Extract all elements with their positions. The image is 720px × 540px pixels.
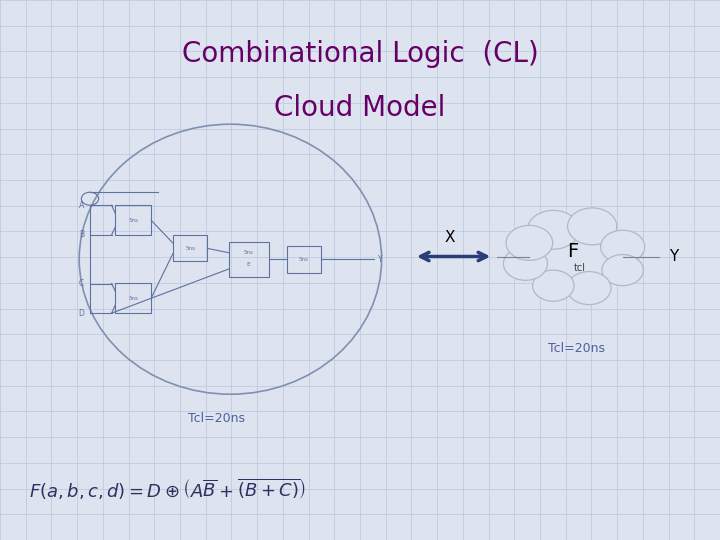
Text: C: C — [79, 279, 84, 288]
Text: Y: Y — [378, 255, 382, 264]
Text: Tcl=20ns: Tcl=20ns — [187, 412, 245, 425]
Circle shape — [503, 247, 547, 280]
Text: Combinational Logic  (CL): Combinational Logic (CL) — [181, 40, 539, 68]
Circle shape — [533, 270, 574, 301]
Text: Tcl=20ns: Tcl=20ns — [547, 342, 605, 355]
Text: 5ns: 5ns — [299, 256, 309, 262]
Circle shape — [567, 208, 617, 245]
Text: D: D — [78, 309, 84, 318]
Text: 5ns: 5ns — [244, 250, 253, 255]
Circle shape — [567, 272, 611, 305]
Text: $F\left(a,b,c,d\right)=D\oplus\left(A\overline{B}+\overline{\left(B+C\right)}\ri: $F\left(a,b,c,d\right)=D\oplus\left(A\ov… — [29, 476, 305, 501]
Text: X: X — [445, 230, 455, 245]
Circle shape — [600, 230, 644, 264]
Text: 5ns: 5ns — [128, 295, 138, 301]
Text: 5ns: 5ns — [185, 246, 195, 251]
Circle shape — [537, 227, 615, 286]
Bar — [173, 235, 207, 261]
Text: A: A — [79, 201, 84, 210]
Text: tcl: tcl — [574, 264, 585, 273]
Bar — [115, 283, 151, 313]
Text: Y: Y — [669, 249, 678, 264]
Circle shape — [602, 254, 644, 286]
Text: 5ns: 5ns — [128, 218, 138, 223]
Circle shape — [506, 225, 553, 260]
Text: Cloud Model: Cloud Model — [274, 94, 446, 122]
Text: B: B — [79, 231, 84, 239]
Text: F: F — [567, 241, 578, 261]
Bar — [115, 205, 151, 235]
Text: E: E — [247, 262, 251, 267]
Bar — [287, 246, 321, 273]
Bar — [229, 242, 269, 276]
Circle shape — [528, 210, 579, 249]
